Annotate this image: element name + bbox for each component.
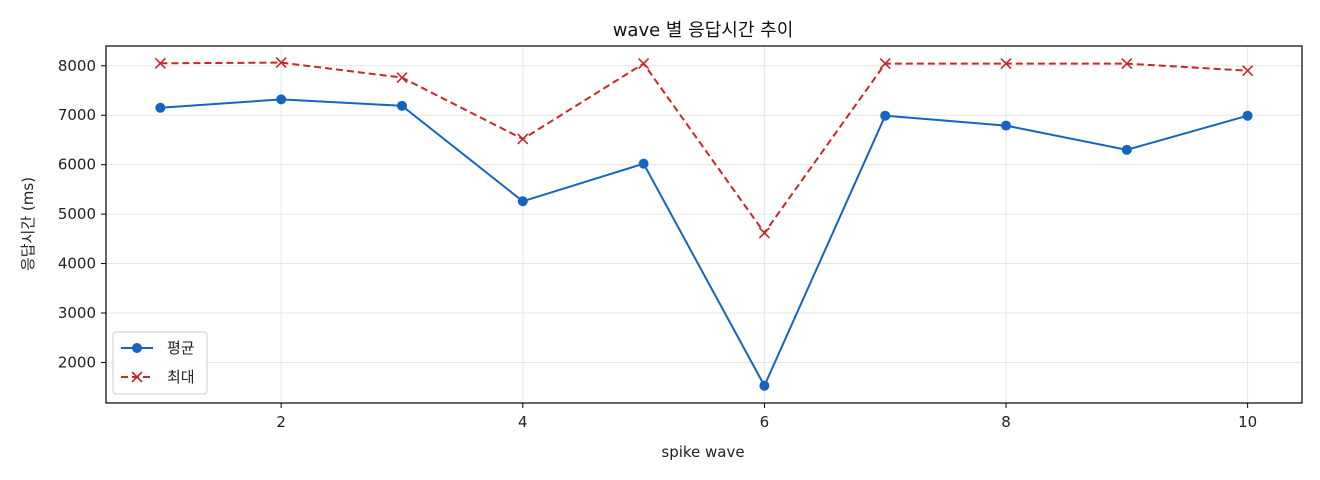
axis-ticks: 2 4 6 8 10 2000 3000 4000 5000 6000 7000 8000 xyxy=(58,57,1257,431)
y-tick-label: 3000 xyxy=(58,304,96,322)
series-line xyxy=(160,98,1248,388)
legend-label: 최대 xyxy=(167,368,195,386)
x-axis-title: spike wave xyxy=(661,443,744,461)
data-point xyxy=(154,57,166,69)
data-point xyxy=(275,56,287,69)
data-point xyxy=(758,227,770,239)
data-point xyxy=(638,57,650,70)
x-tick-label: 4 xyxy=(518,413,528,431)
y-tick-label: 8000 xyxy=(58,57,96,75)
legend-marker xyxy=(132,343,142,353)
x-tick-label: 6 xyxy=(760,413,770,431)
y-tick-label: 7000 xyxy=(58,106,96,124)
data-point xyxy=(396,100,407,111)
x-tick-label: 2 xyxy=(276,413,286,431)
y-tick-label: 4000 xyxy=(58,255,96,273)
chart-title: wave 별 응답시간 추이 xyxy=(613,20,794,41)
data-point xyxy=(759,380,770,391)
x-tick-label: 10 xyxy=(1238,413,1257,431)
data-point xyxy=(1242,65,1254,77)
y-tick-label: 5000 xyxy=(58,205,96,223)
legend-label: 평균 xyxy=(167,339,195,357)
series-2 xyxy=(154,56,1254,239)
x-tick-label: 8 xyxy=(1001,413,1011,431)
data-point xyxy=(1121,57,1133,70)
series-1 xyxy=(155,94,1253,391)
data-point xyxy=(517,133,529,145)
data-point xyxy=(155,102,166,113)
y-axis-title: 응답시간 (ms) xyxy=(19,177,37,271)
data-point xyxy=(276,94,287,105)
data-point xyxy=(517,196,528,207)
data-point xyxy=(1000,57,1012,70)
data-point xyxy=(1001,120,1012,131)
legend-marker xyxy=(131,371,143,383)
series-layer xyxy=(154,56,1254,391)
data-point xyxy=(396,72,408,84)
data-point xyxy=(879,57,891,70)
series-line xyxy=(160,61,1248,235)
y-tick-label: 6000 xyxy=(58,156,96,174)
data-point xyxy=(638,158,649,169)
data-point xyxy=(880,110,891,121)
data-point xyxy=(1121,144,1132,155)
y-tick-label: 2000 xyxy=(58,353,96,371)
data-point xyxy=(1242,110,1253,121)
plot-frame xyxy=(105,45,1303,404)
